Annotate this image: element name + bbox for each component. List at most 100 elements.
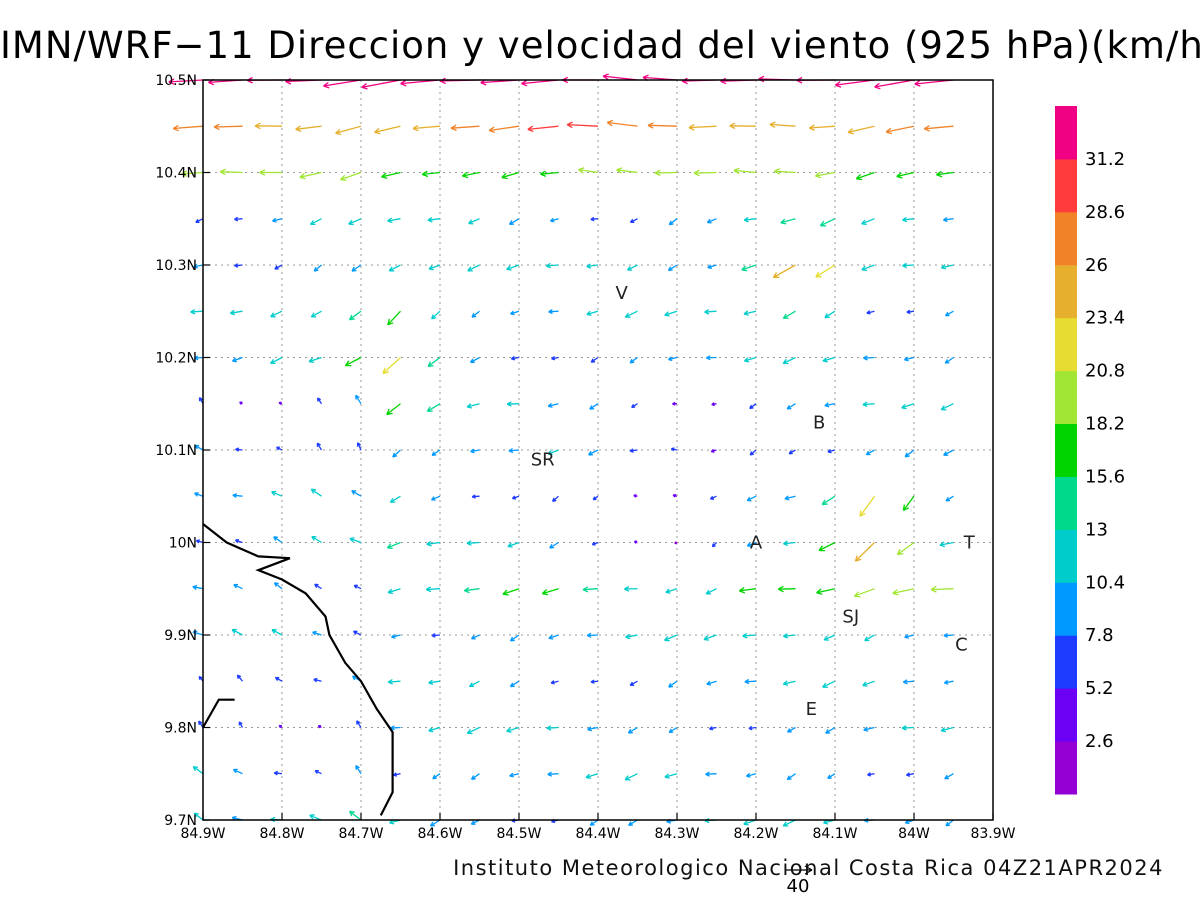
place-label: SR [531,449,555,470]
wind-vector [862,680,875,687]
wind-vector [461,171,480,179]
wind-vector [194,355,204,361]
wind-vector [310,488,322,497]
y-tick-label: 10.3N [155,258,197,274]
wind-vector [706,218,717,224]
y-tick-label: 10N [169,536,197,552]
wind-vector [426,540,441,547]
wind-vector [668,218,678,226]
wind-vector [742,632,757,639]
wind-vector [509,772,520,778]
wind-vector [780,218,796,225]
colorbar-swatch [1055,370,1077,425]
coastline-segment [202,523,394,816]
wind-vector [551,355,559,361]
wind-vector [743,356,757,363]
wind-vector [194,444,204,451]
wind-vector [349,537,362,544]
wind-vector [590,356,599,363]
wind-vector [309,814,322,821]
wind-vector [508,218,520,226]
wind-vector [743,217,757,223]
wind-vector [387,310,401,326]
wind-vector [270,310,283,318]
wind-vector [823,634,836,641]
wind-vector [349,810,362,821]
wind-vector [344,356,362,367]
wind-vector [382,357,401,375]
colorbar-label: 15.6 [1085,466,1125,487]
wind-vector [945,819,954,827]
wind-vector [195,539,204,544]
wind-vector [847,125,875,135]
wind-vector [589,819,599,826]
wind-vector [311,535,322,544]
wind-vector [356,720,362,728]
wind-vector [743,310,757,316]
x-tick-label: 84.9W [180,826,225,842]
wind-vector [590,679,599,684]
colorbar-label: 31.2 [1085,149,1125,170]
wind-vector [786,403,796,410]
wind-vector [664,773,678,779]
wind-vector [387,679,401,685]
wind-vector [439,77,480,85]
wind-vector [885,125,915,135]
wind-vector [784,495,796,501]
wind-vector [706,680,717,686]
y-tick-label: 10.5N [155,73,197,89]
wind-vector [352,630,362,636]
wind-vector [190,308,204,315]
wind-vector [782,356,796,365]
wind-vector [193,812,204,821]
wind-vector [509,680,520,688]
wind-vector [904,634,915,639]
wind-vector [463,587,480,594]
wind-vector [391,634,401,639]
wind-vector [586,632,599,638]
place-label: T [963,533,976,554]
wind-vector [738,587,757,594]
wind-vector [213,123,243,131]
wind-vector [428,264,441,271]
colorbar: 2.6 5.2 7.8 10.4 13 15.6 18.2 20.8 23.4 26 28.6 31.… [1055,106,1125,795]
colorbar-swatch [1055,688,1077,742]
wind-vector [874,79,915,90]
wind-vector [647,122,678,129]
wind-vector [545,262,559,269]
wind-vector [902,679,915,685]
wind-vector [940,264,954,270]
axis-ticks: 84.9W 84.8W 84.7W 84.6W 84.5W 84.4W 84.3W 84.2W… [155,73,1015,842]
wind-vector [855,171,875,181]
wind-vector [670,447,678,452]
wind-vector [824,402,836,408]
wind-vector [896,171,915,179]
wind-vector [546,725,559,731]
wind-vector [271,490,283,497]
wind-vector [867,772,875,777]
wind-vector [466,540,480,546]
wind-vector [421,170,441,178]
wind-vector [769,121,796,129]
wind-vector [374,125,401,135]
x-tick-label: 84.5W [496,826,541,842]
wind-vector [782,310,796,320]
wind-vector [834,79,875,88]
wind-vector [822,356,836,363]
wind-vector [786,773,796,781]
wind-vector [587,726,599,732]
wind-vector [815,264,836,278]
wind-vector [654,169,678,177]
wind-vector [772,264,796,279]
wind-vector [506,264,520,271]
wind-vector [192,584,204,591]
wind-vector [782,680,796,686]
y-tick-label: 9.8N [164,721,197,737]
wind-vector [624,310,638,318]
wind-vector [468,680,480,688]
wind-vector [892,588,915,596]
wind-vector [902,495,915,511]
wind-vector [633,494,638,498]
wind-vector [348,310,362,321]
wind-vector [549,541,559,549]
